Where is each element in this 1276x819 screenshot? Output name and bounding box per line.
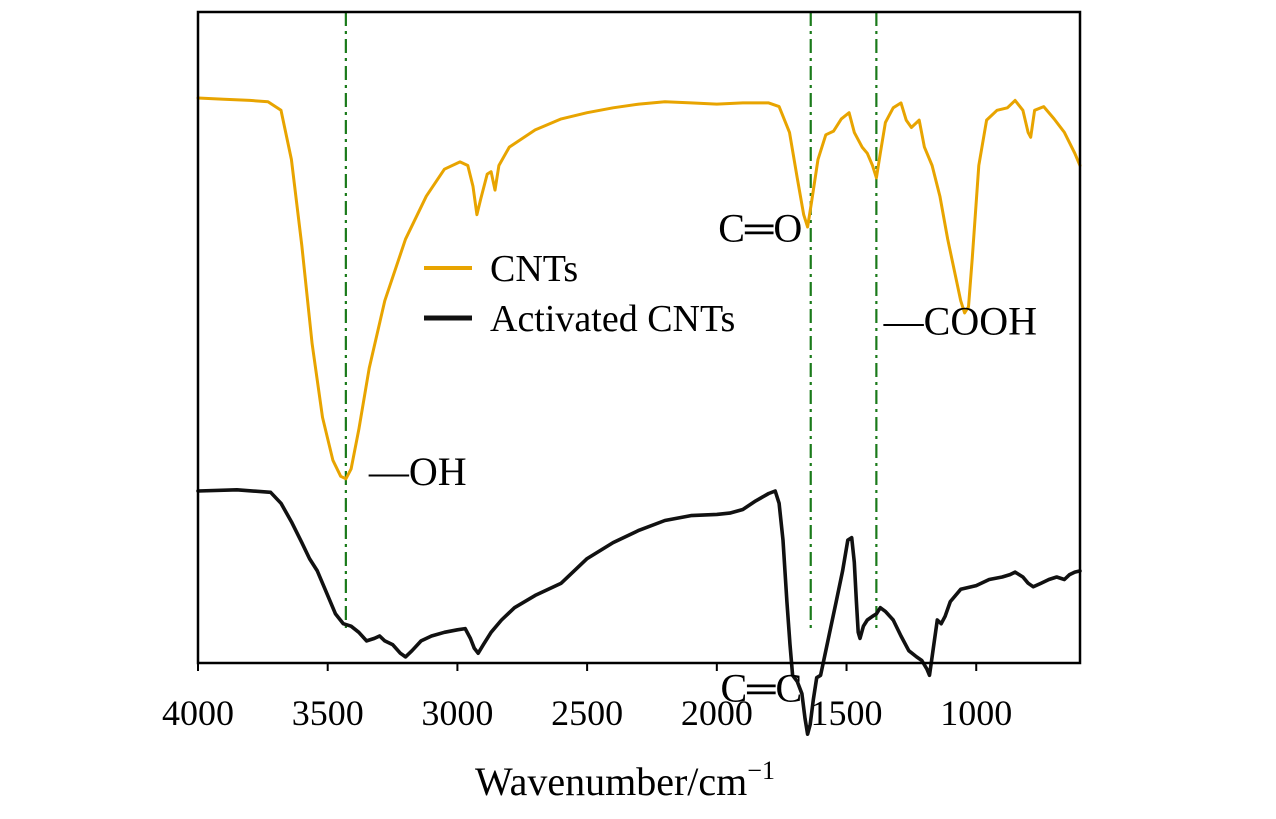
- x-tick-label-1500: 1500: [811, 693, 883, 733]
- x-tick-label-3000: 3000: [421, 693, 493, 733]
- guide-lines: [344, 12, 878, 633]
- x-tick-label-2000: 2000: [681, 693, 753, 733]
- x-tick-label-4000: 4000: [162, 693, 234, 733]
- legend: CNTs Activated CNTs: [424, 248, 735, 340]
- legend-label-1: CNTs: [490, 248, 578, 290]
- annotations: —OH C═O —COOH C═C: [368, 206, 1037, 711]
- plot-frame: [196, 10, 1082, 665]
- annotation-2: C═O: [718, 206, 802, 251]
- x-axis-ticks: 4000 3500 3000 2500 2000 1500 1000: [162, 663, 1012, 733]
- annotation-4: C═C: [721, 666, 803, 711]
- series-line-cnts: [196, 96, 1082, 481]
- x-tick-label-1000: 1000: [940, 693, 1012, 733]
- x-tick-label-2500: 2500: [551, 693, 623, 733]
- x-tick-label-3500: 3500: [292, 693, 364, 733]
- annotation-1: —OH: [368, 449, 467, 494]
- x-axis-title: Wavenumber/cm−1: [475, 756, 775, 804]
- series-lines: [196, 96, 1082, 736]
- annotation-3: —COOH: [883, 299, 1037, 344]
- legend-label-2: Activated CNTs: [490, 298, 735, 340]
- series-line-activated-cnts: [196, 488, 1082, 736]
